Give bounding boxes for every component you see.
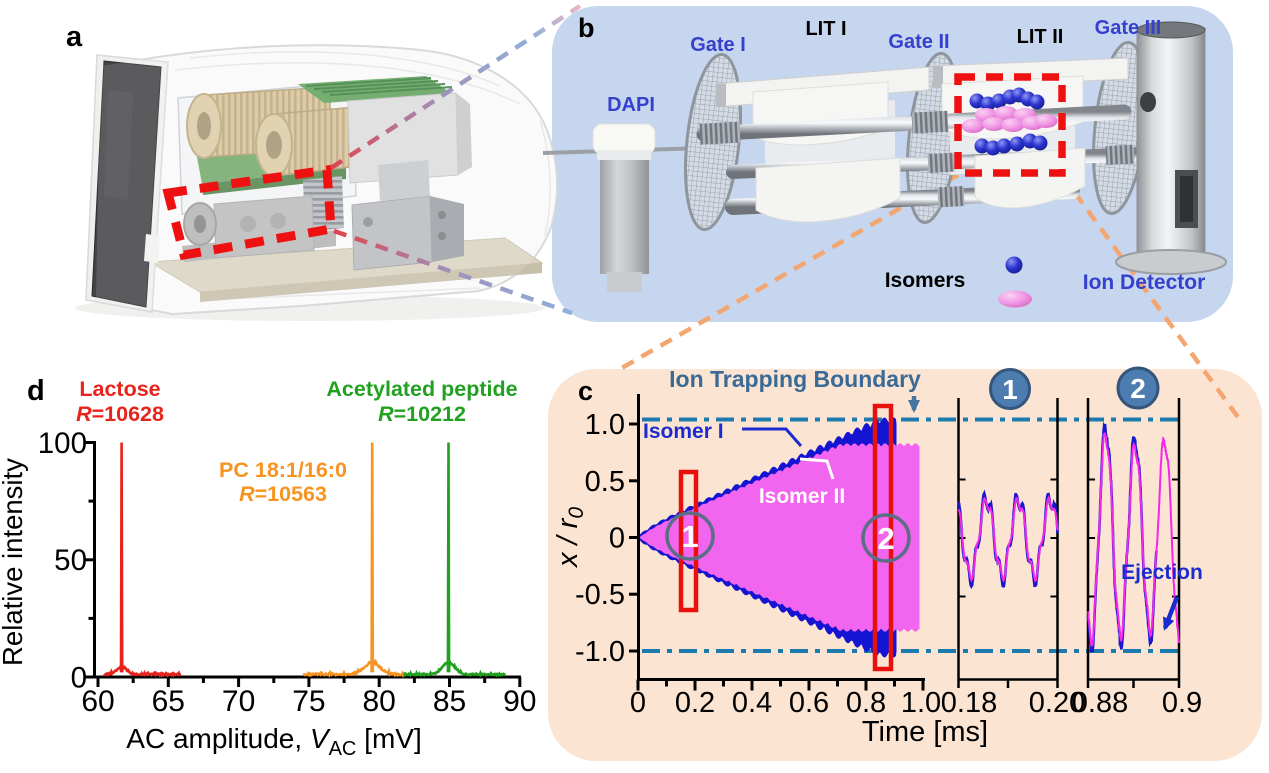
svg-text:0.2: 0.2 — [675, 687, 715, 719]
svg-text:x / r0: x / r0 — [552, 507, 588, 569]
svg-text:65: 65 — [152, 685, 185, 718]
svg-text:0: 0 — [630, 687, 646, 719]
svg-text:2: 2 — [1130, 373, 1146, 404]
svg-text:0: 0 — [609, 523, 625, 555]
svg-text:80: 80 — [363, 685, 396, 718]
svg-text:Lactose: Lactose — [79, 377, 160, 401]
svg-text:0.6: 0.6 — [789, 687, 829, 719]
svg-text:50: 50 — [54, 544, 87, 577]
svg-text:d: d — [27, 375, 45, 407]
svg-text:0.5: 0.5 — [585, 466, 625, 498]
svg-text:0: 0 — [71, 662, 87, 695]
svg-text:0.18: 0.18 — [941, 687, 997, 719]
svg-text:Gate II: Gate II — [888, 31, 949, 53]
svg-text:Isomer II: Isomer II — [759, 485, 845, 508]
svg-text:1: 1 — [681, 519, 698, 554]
svg-text:Gate I: Gate I — [690, 34, 746, 56]
svg-text:70: 70 — [222, 685, 255, 718]
svg-text:LIT I: LIT I — [805, 18, 846, 40]
svg-text:2: 2 — [877, 521, 894, 556]
svg-text:R=10212: R=10212 — [378, 402, 466, 426]
svg-text:1.0: 1.0 — [585, 409, 625, 441]
svg-text:LIT II: LIT II — [1017, 26, 1064, 48]
svg-text:100: 100 — [38, 427, 87, 460]
svg-text:1: 1 — [1002, 374, 1018, 405]
svg-text:Acetylated peptide: Acetylated peptide — [326, 377, 517, 401]
svg-text:Ion Trapping Boundary: Ion Trapping Boundary — [669, 366, 921, 392]
svg-text:85: 85 — [433, 685, 466, 718]
svg-text:-1.0: -1.0 — [575, 636, 625, 668]
svg-text:60: 60 — [81, 685, 114, 718]
svg-text:a: a — [66, 21, 83, 53]
svg-text:R=10563: R=10563 — [239, 482, 327, 506]
svg-text:Relative intensity: Relative intensity — [0, 458, 28, 666]
svg-text:PC 18:1/16:0: PC 18:1/16:0 — [219, 458, 347, 482]
svg-text:Gate III: Gate III — [1095, 17, 1162, 39]
svg-text:-0.5: -0.5 — [575, 579, 625, 611]
svg-text:1.0: 1.0 — [901, 687, 941, 719]
svg-text:0.4: 0.4 — [732, 687, 772, 719]
svg-text:c: c — [578, 376, 593, 406]
svg-text:0.9: 0.9 — [1162, 687, 1202, 719]
svg-text:0.20: 0.20 — [1029, 687, 1085, 719]
svg-text:Ejection: Ejection — [1121, 561, 1203, 584]
svg-text:0.8: 0.8 — [846, 687, 886, 719]
svg-text:R=10628: R=10628 — [76, 402, 164, 426]
svg-text:Time [ms]: Time [ms] — [862, 716, 988, 748]
svg-text:Isomer I: Isomer I — [643, 420, 724, 443]
svg-text:b: b — [578, 13, 595, 43]
svg-text:AC amplitude, VAC [mV]: AC amplitude, VAC [mV] — [126, 723, 421, 760]
svg-text:75: 75 — [292, 685, 325, 718]
svg-text:90: 90 — [503, 685, 536, 718]
svg-text:Isomers: Isomers — [885, 269, 966, 292]
svg-text:DAPI: DAPI — [607, 94, 655, 116]
svg-text:0.88: 0.88 — [1072, 687, 1128, 719]
svg-text:Ion Detector: Ion Detector — [1083, 271, 1206, 294]
